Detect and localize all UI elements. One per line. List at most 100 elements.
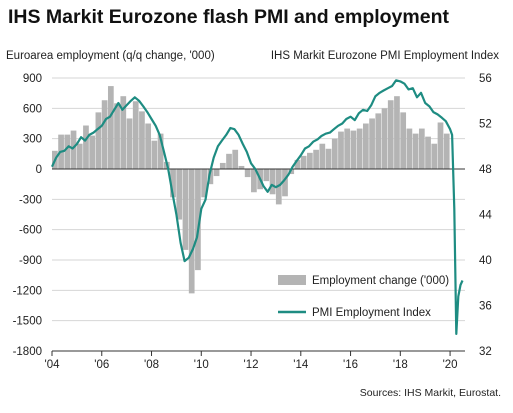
employment-bar bbox=[64, 134, 71, 169]
left-tick-label: -1800 bbox=[13, 346, 42, 358]
employment-bar bbox=[201, 169, 207, 198]
x-tick-label: '18 bbox=[393, 359, 408, 371]
right-axis-ticks: 56 52 48 44 40 36 32 bbox=[479, 73, 492, 358]
employment-bars bbox=[52, 86, 450, 294]
chart-title: IHS Markit Eurozone flash PMI and employ… bbox=[8, 6, 449, 28]
employment-bar bbox=[338, 131, 344, 169]
employment-bar bbox=[83, 125, 89, 169]
left-tick-label: -900 bbox=[19, 255, 42, 267]
x-tick-label: '12 bbox=[244, 359, 259, 371]
right-tick-label: 32 bbox=[479, 346, 492, 358]
employment-bar bbox=[238, 165, 245, 169]
x-tick-label: '10 bbox=[194, 359, 209, 371]
employment-bar bbox=[263, 169, 270, 182]
pmi-line-group bbox=[51, 79, 464, 335]
employment-bar bbox=[425, 136, 431, 169]
right-tick-label: 40 bbox=[479, 255, 492, 267]
employment-bar bbox=[132, 101, 139, 169]
employment-bar bbox=[244, 169, 251, 178]
x-tick-label: '14 bbox=[293, 359, 309, 371]
employment-bar bbox=[76, 143, 83, 169]
left-tick-label: 600 bbox=[23, 103, 42, 115]
employment-bar bbox=[101, 100, 108, 169]
pmi-line bbox=[51, 79, 464, 335]
left-tick-label: 0 bbox=[36, 164, 42, 176]
employment-bar bbox=[325, 148, 332, 169]
employment-bar bbox=[139, 111, 145, 169]
employment-bar bbox=[188, 169, 195, 294]
right-tick-label: 52 bbox=[479, 119, 492, 131]
legend-label: Employment change ('000) bbox=[312, 275, 449, 287]
employment-bar bbox=[219, 162, 226, 169]
employment-bar bbox=[406, 128, 413, 169]
employment-bar bbox=[269, 169, 276, 195]
employment-bar bbox=[412, 133, 419, 169]
x-axis-ticks: '04 '06 '08 '10 '12 '14 '16 '18 '20 bbox=[45, 350, 465, 371]
employment-bar bbox=[232, 149, 239, 169]
left-tick-label: -1500 bbox=[13, 316, 42, 328]
employment-bar bbox=[319, 143, 326, 169]
employment-bar bbox=[307, 152, 313, 169]
employment-bar bbox=[226, 153, 232, 169]
employment-bar bbox=[418, 128, 425, 169]
source-note: Sources: IHS Markit, Eurostat. bbox=[359, 387, 501, 399]
employment-bar bbox=[369, 118, 375, 169]
employment-bar bbox=[176, 169, 183, 220]
employment-bar bbox=[443, 133, 450, 169]
left-axis-title: Euroarea employment (q/q change, '000) bbox=[6, 50, 215, 62]
employment-bar bbox=[344, 128, 351, 169]
employment-bar bbox=[400, 112, 407, 169]
x-tick-label: '20 bbox=[443, 359, 458, 371]
employment-bar bbox=[157, 133, 164, 169]
left-tick-label: -300 bbox=[19, 194, 42, 206]
employment-bar bbox=[331, 138, 338, 169]
employment-bar bbox=[107, 86, 114, 169]
legend: Employment change ('000) PMI Employment I… bbox=[278, 275, 449, 319]
employment-bar bbox=[207, 169, 214, 185]
right-tick-label: 44 bbox=[479, 210, 492, 222]
x-tick-label: '08 bbox=[144, 359, 159, 371]
legend-swatch-bar bbox=[278, 275, 306, 285]
employment-bar bbox=[170, 169, 176, 198]
employment-bar bbox=[126, 118, 133, 169]
employment-bar bbox=[89, 135, 96, 169]
left-tick-label: 900 bbox=[23, 73, 42, 85]
right-tick-label: 56 bbox=[479, 73, 492, 85]
legend-label: PMI Employment Index bbox=[312, 307, 431, 319]
right-axis-title: IHS Markit Eurozone PMI Employment Index bbox=[270, 50, 499, 62]
employment-bar bbox=[120, 96, 127, 169]
employment-bar bbox=[431, 143, 438, 169]
x-tick-label: '16 bbox=[343, 359, 358, 371]
employment-bar bbox=[387, 100, 394, 169]
left-tick-label: -1200 bbox=[13, 285, 42, 297]
right-tick-label: 48 bbox=[479, 164, 492, 176]
employment-bar bbox=[195, 169, 201, 271]
left-tick-label: 300 bbox=[23, 134, 42, 146]
employment-bar bbox=[95, 112, 102, 169]
employment-bar bbox=[300, 155, 307, 169]
employment-bar bbox=[350, 130, 357, 169]
right-tick-label: 36 bbox=[479, 301, 492, 313]
x-tick-label: '04 bbox=[45, 359, 61, 371]
employment-bar bbox=[394, 96, 400, 169]
x-tick-label: '06 bbox=[94, 359, 109, 371]
employment-bar bbox=[381, 108, 388, 169]
employment-bar bbox=[251, 169, 257, 193]
employment-bar bbox=[145, 123, 152, 169]
employment-bar bbox=[282, 169, 288, 197]
employment-bar bbox=[362, 123, 369, 169]
employment-bar bbox=[213, 169, 220, 177]
employment-bar bbox=[356, 128, 363, 169]
employment-bar bbox=[437, 122, 444, 169]
employment-bar bbox=[151, 140, 158, 169]
employment-bar bbox=[294, 159, 301, 169]
employment-bar bbox=[313, 149, 319, 169]
employment-bar bbox=[182, 169, 189, 250]
employment-bar bbox=[70, 130, 77, 169]
gridlines bbox=[52, 77, 465, 352]
left-axis-ticks: 900 600 300 0 -300 -600 -900 -1200 -1500 -1800 bbox=[13, 73, 42, 358]
left-tick-label: -600 bbox=[19, 225, 42, 237]
employment-bar bbox=[114, 103, 120, 169]
employment-bar bbox=[375, 113, 382, 169]
